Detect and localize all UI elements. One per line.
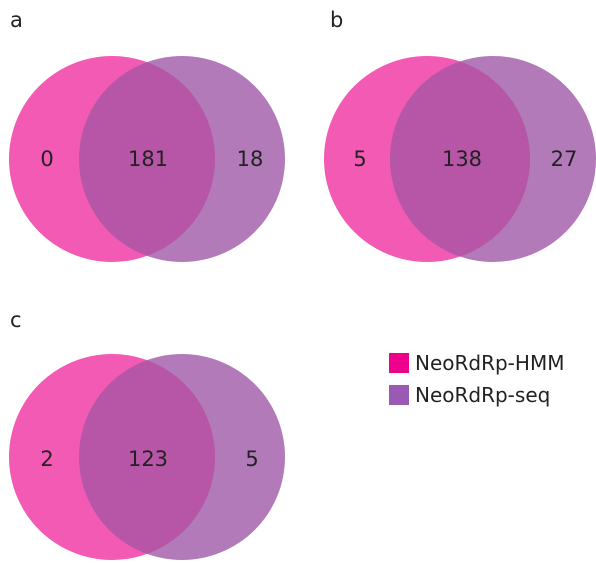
overlap-region-a: [79, 56, 215, 262]
venn-panel-a: a 0 181 18: [9, 8, 285, 262]
shared-count-b: 138: [442, 147, 482, 171]
venn-panel-b: b 5 138 27: [324, 8, 596, 262]
legend-item-neordrp-seq: NeoRdRp-seq: [389, 380, 564, 410]
overlap-region-b: [390, 56, 530, 262]
legend-item-neordrp-hmm: NeoRdRp-HMM: [389, 348, 564, 378]
legend-label-neordrp-hmm: NeoRdRp-HMM: [415, 351, 565, 375]
legend: NeoRdRp-HMM NeoRdRp-seq: [389, 348, 564, 412]
panel-letter-a: a: [10, 8, 23, 32]
panel-letter-c: c: [10, 308, 22, 332]
seq-only-count-c: 5: [245, 447, 258, 471]
venn-panel-c: c 2 123 5: [9, 308, 285, 560]
shared-count-a: 181: [128, 147, 168, 171]
legend-label-neordrp-seq: NeoRdRp-seq: [415, 383, 551, 407]
legend-swatch-neordrp-seq: [389, 385, 409, 405]
hmm-only-count-a: 0: [40, 147, 53, 171]
panel-letter-b: b: [330, 8, 343, 32]
hmm-only-count-c: 2: [40, 447, 53, 471]
legend-swatch-neordrp-hmm: [389, 353, 409, 373]
seq-only-count-a: 18: [237, 147, 264, 171]
hmm-only-count-b: 5: [353, 147, 366, 171]
seq-only-count-b: 27: [551, 147, 578, 171]
overlap-region-c: [79, 354, 215, 560]
shared-count-c: 123: [128, 447, 168, 471]
